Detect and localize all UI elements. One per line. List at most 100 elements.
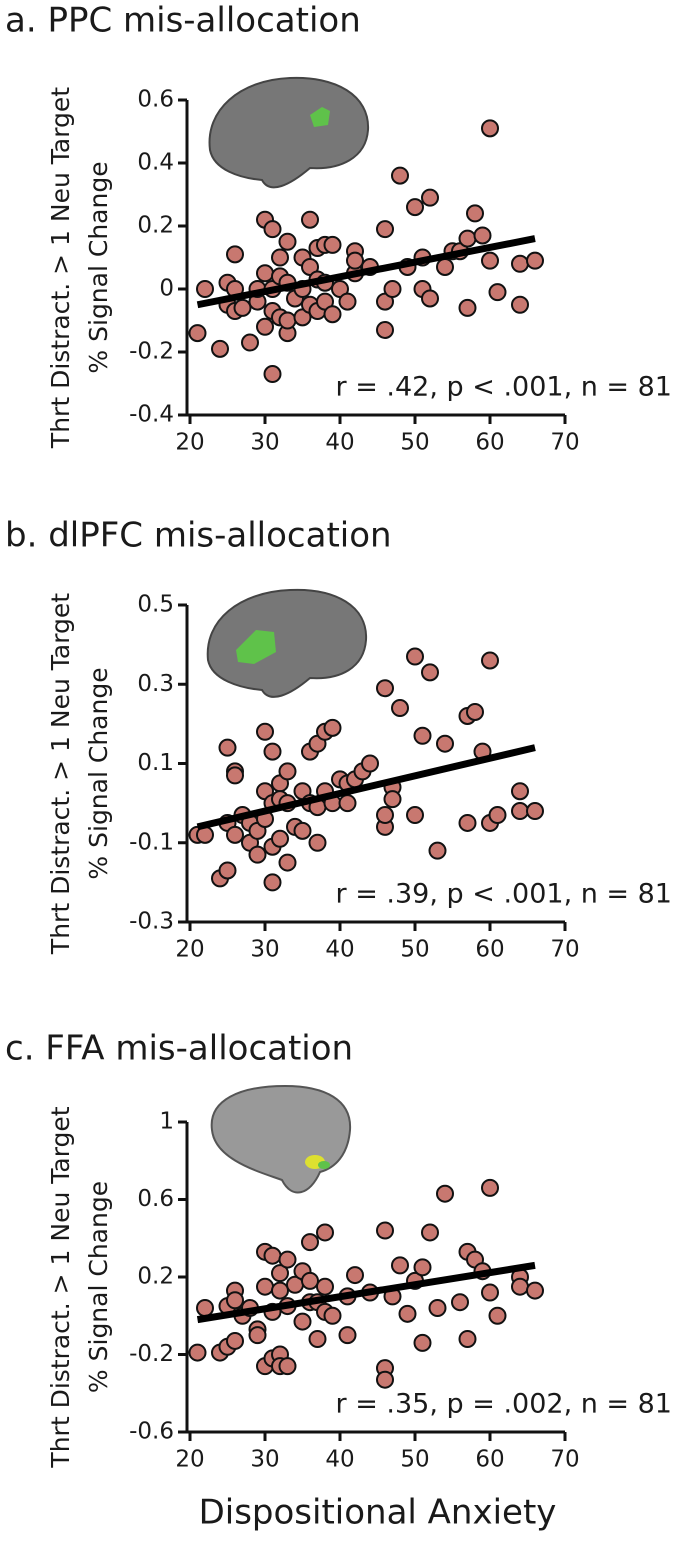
y-axis-label: % Signal Change — [84, 667, 113, 879]
data-point — [293, 1312, 312, 1331]
data-point — [226, 766, 244, 785]
data-point — [233, 298, 252, 317]
y-tick-label: 0.6 — [137, 87, 174, 113]
annotation: r = .42, p < .001, n = 81 — [336, 372, 672, 403]
y-axis-label: Thrt Distract. > 1 Neu Target — [46, 87, 75, 449]
data-point — [278, 853, 297, 872]
y-tick-label: 0.2 — [137, 1264, 174, 1290]
data-point — [458, 1330, 477, 1348]
brain-image-a — [208, 76, 370, 189]
data-point — [451, 1293, 469, 1312]
panel-title: c. FFA mis-allocation — [5, 1029, 353, 1069]
data-point — [481, 1178, 499, 1197]
y-tick-label: 0 — [159, 276, 174, 302]
data-point — [376, 679, 394, 698]
data-point — [226, 825, 244, 844]
panel-title: b. dlPFC mis-allocation — [5, 516, 392, 556]
data-point — [436, 734, 454, 753]
data-point — [338, 794, 357, 813]
data-point — [323, 235, 342, 254]
data-point — [188, 324, 207, 343]
x-tick-label: 50 — [400, 937, 429, 963]
data-point — [526, 802, 544, 821]
data-point — [391, 166, 409, 185]
data-point — [226, 1291, 244, 1310]
y-tick-label: -0.1 — [129, 829, 174, 855]
data-point — [218, 738, 237, 757]
y-tick-label: -0.3 — [129, 909, 174, 935]
data-point — [458, 298, 477, 317]
data-point — [226, 1331, 244, 1350]
x-axis-label: Dispositional Anxiety — [199, 1493, 557, 1533]
data-point — [421, 188, 439, 207]
data-point — [488, 283, 507, 302]
annotation: r = .35, p = .002, n = 81 — [336, 1389, 672, 1420]
data-point — [413, 1333, 432, 1352]
data-point — [481, 1283, 499, 1302]
data-point — [218, 861, 237, 880]
y-tick-label: -0.6 — [129, 1419, 174, 1445]
x-tick-label: 70 — [550, 937, 579, 963]
data-point — [488, 1306, 507, 1325]
fit-line — [196, 235, 536, 309]
data-point — [308, 833, 327, 852]
x-tick-label: 60 — [475, 430, 504, 456]
x-tick-label: 20 — [175, 1447, 204, 1473]
data-point — [278, 311, 297, 330]
data-point — [511, 254, 529, 273]
brain-image-c — [210, 1084, 352, 1194]
data-point — [263, 1246, 282, 1265]
x-tick-label: 40 — [325, 1447, 354, 1473]
y-tick-label: -0.2 — [129, 1341, 174, 1367]
x-tick-label: 70 — [550, 1447, 579, 1473]
data-point — [361, 754, 379, 773]
data-point — [346, 251, 364, 270]
data-point — [406, 806, 424, 825]
data-point — [226, 245, 244, 264]
data-point — [271, 1281, 289, 1300]
x-tick-label: 30 — [250, 937, 279, 963]
y-tick-label: 0.3 — [137, 671, 174, 697]
data-point — [346, 1266, 364, 1285]
x-tick-label: 60 — [475, 937, 504, 963]
data-point — [263, 365, 282, 384]
data-point — [256, 1277, 274, 1296]
data-point — [421, 663, 439, 682]
data-point — [376, 806, 394, 825]
y-tick-label: 0.6 — [137, 1186, 174, 1212]
data-point — [301, 1271, 319, 1290]
data-point — [271, 829, 289, 848]
y-tick-label: 0.2 — [137, 213, 174, 239]
data-point — [188, 1343, 207, 1362]
x-tick-label: 30 — [250, 430, 279, 456]
data-point — [481, 251, 499, 270]
data-point — [413, 726, 432, 745]
data-point — [278, 1250, 297, 1269]
data-point — [278, 232, 297, 251]
data-point — [376, 1370, 394, 1389]
data-point — [436, 1184, 454, 1203]
brain-image-b — [206, 588, 368, 698]
data-point — [241, 333, 259, 352]
y-axis-label: % Signal Change — [84, 161, 113, 373]
data-point — [458, 813, 477, 832]
data-point — [196, 1299, 214, 1317]
data-point — [458, 229, 477, 248]
data-point — [406, 647, 424, 666]
fit-line — [196, 1261, 536, 1324]
data-point — [256, 264, 274, 283]
y-tick-label: 0.1 — [137, 750, 174, 776]
data-point — [338, 1326, 357, 1345]
data-point — [511, 782, 529, 801]
x-tick-label: 60 — [475, 1447, 504, 1473]
data-point — [376, 220, 394, 239]
data-point — [428, 1299, 447, 1317]
data-point — [316, 1277, 334, 1296]
y-tick-label: 0.5 — [137, 592, 174, 618]
data-point — [263, 742, 282, 761]
data-point — [301, 210, 319, 229]
data-point — [391, 699, 409, 718]
data-point — [248, 845, 267, 864]
data-point — [466, 702, 484, 721]
y-axis-label: % Signal Change — [84, 1181, 113, 1393]
